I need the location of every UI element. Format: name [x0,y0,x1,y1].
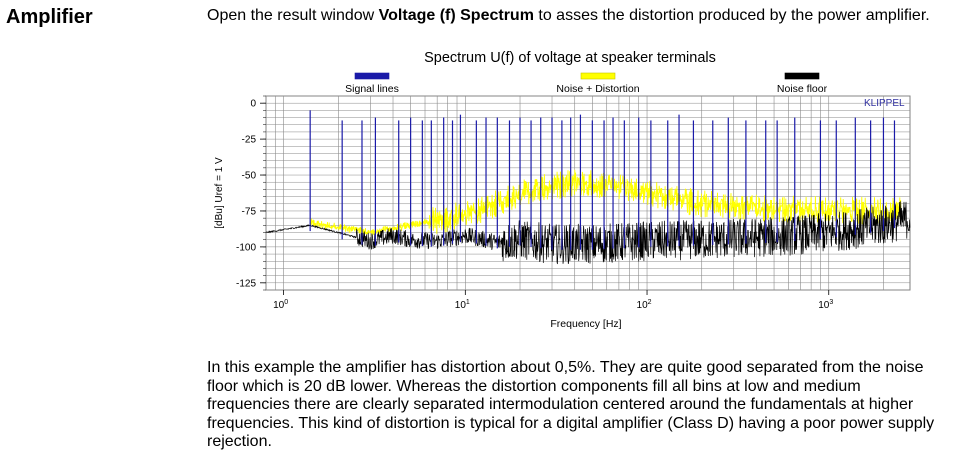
intro-text-post: to asses the distortion produced by the … [533,7,930,24]
x-tick-label: 101 [455,299,470,311]
x-tick-label: 100 [273,299,288,311]
legend-label: Noise + Distortion [556,83,639,95]
y-axis-label: [dBu] Uref = 1 V [214,157,225,229]
chart-title: Spectrum U(f) of voltage at speaker term… [424,50,716,66]
x-tick-label: 103 [818,299,833,311]
signal-lines-series [309,110,896,250]
y-tick-label: -100 [236,242,256,253]
x-tick-label: 102 [637,299,652,311]
explanation-paragraph: In this example the amplifier has distor… [207,359,935,451]
intro-window-name: Voltage (f) Spectrum [378,7,534,24]
intro-text-pre: Open the result window [207,7,379,24]
legend-swatch [580,72,616,80]
legend-swatch [784,72,820,80]
klippel-watermark: KLIPPEL [864,98,905,109]
y-tick-label: -125 [236,278,256,289]
noise-floor-line [265,201,911,265]
noise-distortion-line [309,169,902,237]
axis-ticks: 0 -25 -50 -75 -100 -125 100 101 102 103 [236,95,833,311]
y-tick-label: -75 [242,206,257,217]
y-tick-label: -25 [242,135,257,146]
noise-distortion-series [309,169,902,237]
x-axis-label: Frequency [Hz] [550,318,621,330]
section-heading: Amplifier [6,6,93,28]
legend-label: Noise floor [777,83,828,95]
y-tick-label: -50 [242,171,257,182]
gridlines [265,95,910,291]
legend-label: Signal lines [345,83,399,95]
legend-swatch [354,72,390,80]
intro-paragraph: Open the result window Voltage (f) Spect… [207,6,947,25]
y-tick-label: 0 [250,99,256,110]
spectrum-figure: Spectrum U(f) of voltage at speaker term… [200,44,940,336]
noise-floor-series [265,201,911,265]
spectrum-chart: Spectrum U(f) of voltage at speaker term… [214,50,911,330]
chart-legend: Signal lines Noise + Distortion Noise floo… [345,72,828,95]
